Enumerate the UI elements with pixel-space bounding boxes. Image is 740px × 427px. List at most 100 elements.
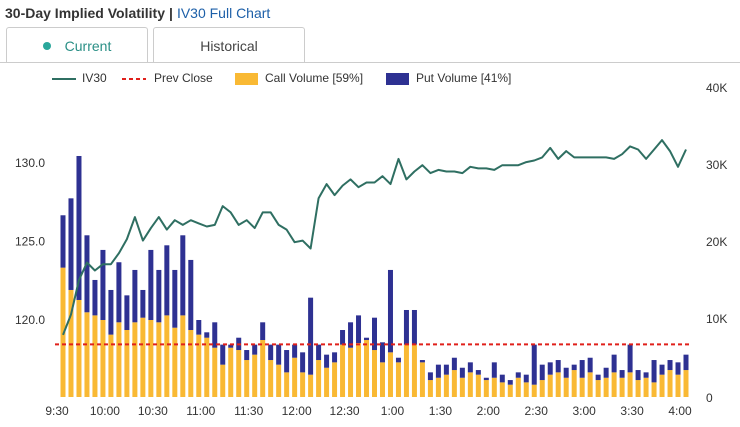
bar bbox=[84, 235, 90, 313]
bar bbox=[236, 350, 242, 397]
tab-current[interactable]: Current bbox=[6, 27, 148, 63]
bar bbox=[467, 362, 473, 373]
bar bbox=[531, 344, 537, 385]
bar bbox=[292, 344, 298, 358]
bar bbox=[387, 352, 393, 397]
bar bbox=[116, 262, 122, 323]
bar bbox=[316, 360, 322, 397]
bar bbox=[196, 334, 202, 397]
bar bbox=[555, 360, 561, 373]
bar bbox=[603, 377, 609, 397]
bar bbox=[180, 315, 186, 397]
tab-historical[interactable]: Historical bbox=[153, 27, 305, 63]
bar bbox=[116, 322, 122, 397]
bar bbox=[651, 382, 657, 397]
bar bbox=[587, 357, 593, 373]
legend-label: Call Volume [59%] bbox=[265, 71, 363, 85]
bar bbox=[300, 352, 306, 373]
bar bbox=[132, 269, 138, 323]
bar bbox=[459, 367, 465, 378]
legend-swatch bbox=[386, 73, 409, 85]
bar bbox=[435, 364, 441, 378]
bar bbox=[515, 377, 521, 397]
bar bbox=[459, 377, 465, 397]
bar bbox=[244, 360, 250, 397]
bar bbox=[156, 322, 162, 397]
bar bbox=[132, 322, 138, 397]
bar bbox=[148, 249, 154, 320]
bar bbox=[467, 372, 473, 397]
bar bbox=[507, 384, 513, 397]
title: 30-Day Implied Volatility bbox=[5, 5, 166, 21]
bar bbox=[523, 374, 529, 383]
bar bbox=[356, 315, 362, 344]
bar bbox=[683, 370, 689, 397]
bar bbox=[276, 364, 282, 397]
x-tick-label: 10:00 bbox=[90, 404, 120, 418]
bar bbox=[372, 350, 377, 397]
bar bbox=[443, 364, 449, 375]
bar bbox=[348, 347, 354, 397]
bar bbox=[427, 372, 433, 381]
tab-dot bbox=[42, 41, 51, 50]
bar bbox=[252, 344, 258, 355]
bar bbox=[300, 372, 306, 397]
tab-rule bbox=[0, 62, 740, 63]
x-tick-label: 11:00 bbox=[186, 404, 215, 418]
bar bbox=[387, 269, 393, 353]
bar bbox=[683, 354, 689, 371]
bar bbox=[667, 360, 673, 371]
bar bbox=[252, 354, 258, 397]
bar bbox=[100, 320, 106, 397]
bar bbox=[443, 374, 449, 397]
bar bbox=[411, 344, 417, 397]
legend-swatch bbox=[235, 73, 258, 85]
bar bbox=[156, 269, 162, 323]
bar bbox=[164, 315, 170, 397]
bar bbox=[411, 309, 417, 345]
bar bbox=[483, 377, 489, 381]
bar bbox=[579, 377, 585, 397]
bar bbox=[84, 312, 90, 397]
bar bbox=[348, 322, 354, 348]
legend-label: IV30 bbox=[82, 71, 107, 85]
bar bbox=[499, 382, 505, 397]
bar bbox=[627, 372, 633, 397]
full-chart-link[interactable]: IV30 Full Chart bbox=[176, 5, 271, 21]
bar bbox=[268, 360, 274, 397]
bar bbox=[292, 357, 298, 397]
bar bbox=[308, 374, 314, 397]
bar bbox=[268, 344, 274, 361]
bar bbox=[332, 352, 338, 363]
bar bbox=[212, 322, 218, 348]
bar bbox=[340, 330, 346, 345]
bar bbox=[643, 372, 649, 378]
bar bbox=[595, 380, 601, 397]
tab-label: Current bbox=[64, 37, 112, 54]
x-tick-label: 9:30 bbox=[45, 404, 69, 418]
bar bbox=[675, 374, 681, 397]
bar bbox=[220, 344, 226, 365]
bar bbox=[324, 354, 330, 368]
bar bbox=[659, 374, 665, 397]
bar bbox=[515, 372, 521, 378]
bar bbox=[635, 370, 641, 381]
bar bbox=[284, 372, 290, 397]
bar bbox=[140, 289, 146, 318]
x-tick-label: 2:30 bbox=[525, 404, 549, 418]
bar bbox=[403, 344, 409, 397]
bar bbox=[595, 374, 601, 381]
bar bbox=[419, 360, 425, 363]
bar bbox=[563, 367, 569, 378]
bar bbox=[92, 279, 98, 316]
x-tick-label: 1:30 bbox=[429, 404, 453, 418]
header: 30-Day Implied Volatility | IV30 Full Char… bbox=[5, 5, 270, 21]
bar bbox=[108, 334, 114, 397]
bar bbox=[180, 235, 186, 316]
bar bbox=[571, 364, 577, 371]
bar bbox=[308, 297, 314, 375]
bar bbox=[140, 317, 146, 397]
iv-line bbox=[62, 139, 687, 336]
x-tick-label: 3:00 bbox=[572, 404, 596, 418]
bar bbox=[619, 370, 625, 378]
